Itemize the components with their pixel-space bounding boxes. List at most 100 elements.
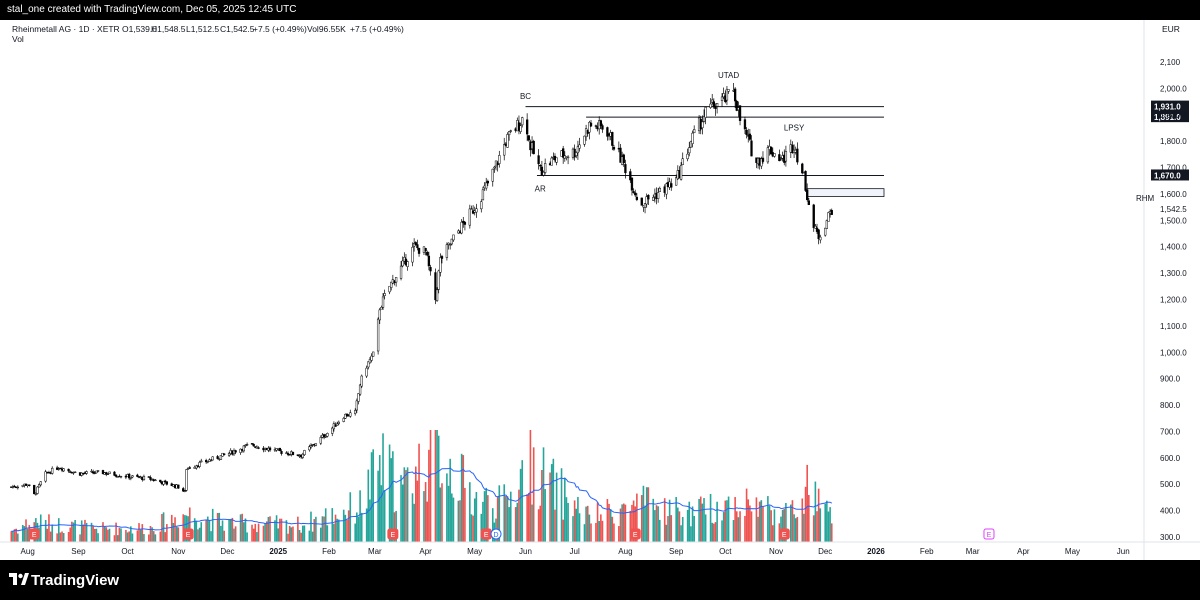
- volume-bar: [228, 519, 230, 542]
- dividend-marker[interactable]: [490, 528, 502, 540]
- volume-bar: [44, 519, 47, 542]
- candle-body: [589, 122, 593, 127]
- time-tick-label: Jul: [570, 547, 580, 556]
- time-tick-label: Aug: [618, 547, 632, 556]
- legend-close: C1,542.5: [220, 24, 255, 34]
- volume-bar: [113, 535, 116, 542]
- volume-bar: [267, 516, 270, 542]
- time-tick-label: May: [1065, 547, 1080, 556]
- candle-body: [416, 244, 419, 249]
- candle-body: [640, 197, 643, 206]
- candle-body: [701, 121, 704, 129]
- earnings-marker[interactable]: [387, 528, 399, 540]
- candle-body: [358, 384, 362, 395]
- volume-bar: [93, 528, 96, 542]
- volume-bar: [826, 500, 828, 542]
- volume-bar: [657, 506, 659, 542]
- volume-bar: [527, 492, 530, 542]
- volume-bar: [819, 508, 822, 542]
- earnings-marker[interactable]: [182, 528, 194, 540]
- earnings-marker[interactable]: [629, 528, 641, 540]
- volume-bar: [716, 501, 718, 542]
- volume-bar: [365, 508, 368, 542]
- candle-body: [634, 192, 637, 196]
- volume-bar: [23, 526, 26, 542]
- volume-bar: [531, 504, 533, 542]
- chart-canvas[interactable]: 1,931.0 1,891.0 1,670.0 1,542.5 BC AR UTAD LPS…: [0, 20, 1200, 560]
- earnings-marker[interactable]: [983, 528, 995, 540]
- volume-bar: [473, 498, 476, 542]
- volume-bar: [668, 499, 671, 542]
- volume-bar: [829, 507, 831, 542]
- candle-body: [326, 433, 329, 437]
- volume-bar: [406, 467, 409, 542]
- candle-body: [414, 242, 417, 246]
- volume-bar: [161, 513, 163, 542]
- volume-bar: [518, 489, 520, 542]
- volume-bar: [749, 505, 751, 542]
- volume-bar: [459, 500, 461, 542]
- volume-bar: [166, 524, 168, 542]
- gap-zone-box[interactable]: [806, 188, 885, 197]
- volume-bar: [629, 510, 632, 542]
- volume-bar: [172, 522, 175, 542]
- candle-body: [594, 125, 598, 127]
- candle-body: [643, 203, 647, 208]
- volume-bar: [67, 531, 70, 542]
- candle-body: [355, 400, 358, 411]
- volume-bar: [126, 532, 129, 542]
- volume-bar: [622, 503, 625, 542]
- dividend-marker-label: D: [493, 532, 498, 539]
- earnings-marker[interactable]: [28, 528, 40, 540]
- volume-bar: [354, 523, 356, 542]
- volume-bar: [509, 491, 512, 542]
- volume-bar: [336, 518, 338, 542]
- volume-bar: [698, 498, 700, 542]
- candle-body: [506, 134, 509, 148]
- time-tick-label: Feb: [920, 547, 934, 556]
- candle-body: [773, 153, 776, 157]
- volume-bar: [583, 524, 586, 542]
- level-price-tag: [1151, 111, 1189, 123]
- volume-bar: [544, 489, 546, 542]
- candle-body: [223, 453, 226, 455]
- volume-bar: [400, 475, 402, 542]
- volume-bar: [188, 507, 191, 542]
- volume-bar: [233, 528, 235, 542]
- candle-body: [388, 285, 391, 293]
- candle-body: [96, 470, 100, 472]
- volume-bar: [234, 526, 237, 542]
- volume-bar: [148, 534, 150, 542]
- volume-bar: [139, 529, 142, 542]
- bottom-brand-bar: TradingView: [0, 560, 1200, 600]
- volume-bar: [429, 430, 432, 542]
- volume-bar: [128, 531, 130, 542]
- volume-bar: [71, 521, 73, 542]
- volume-bar: [403, 467, 406, 542]
- volume-bar: [596, 502, 599, 542]
- volume-bar: [704, 514, 707, 542]
- volume-bar: [526, 494, 528, 542]
- volume-bar: [74, 520, 76, 542]
- candle-body: [211, 456, 214, 461]
- volume-bar: [46, 528, 49, 542]
- volume-bar: [503, 484, 506, 542]
- price-chart[interactable]: 1,931.01,891.0 1,670.0 1,542.5 BC AR UTAD LPS…: [0, 20, 1200, 560]
- candle-body: [227, 452, 231, 456]
- volume-bar: [806, 464, 808, 542]
- volume-bar: [342, 509, 345, 542]
- earnings-marker[interactable]: [778, 528, 790, 540]
- candle-body: [67, 468, 70, 472]
- candle-body: [434, 272, 437, 301]
- candle-body: [714, 106, 717, 109]
- candle-body: [367, 361, 370, 368]
- candle-body: [33, 484, 36, 495]
- candle-body: [216, 456, 219, 459]
- volume-bar: [197, 529, 199, 542]
- volume-bar: [724, 500, 727, 542]
- candle-body: [711, 99, 714, 103]
- time-tick-label: Nov: [171, 547, 185, 556]
- volume-bar: [118, 527, 121, 542]
- volume-bar: [62, 533, 65, 542]
- volume-bar: [739, 511, 741, 542]
